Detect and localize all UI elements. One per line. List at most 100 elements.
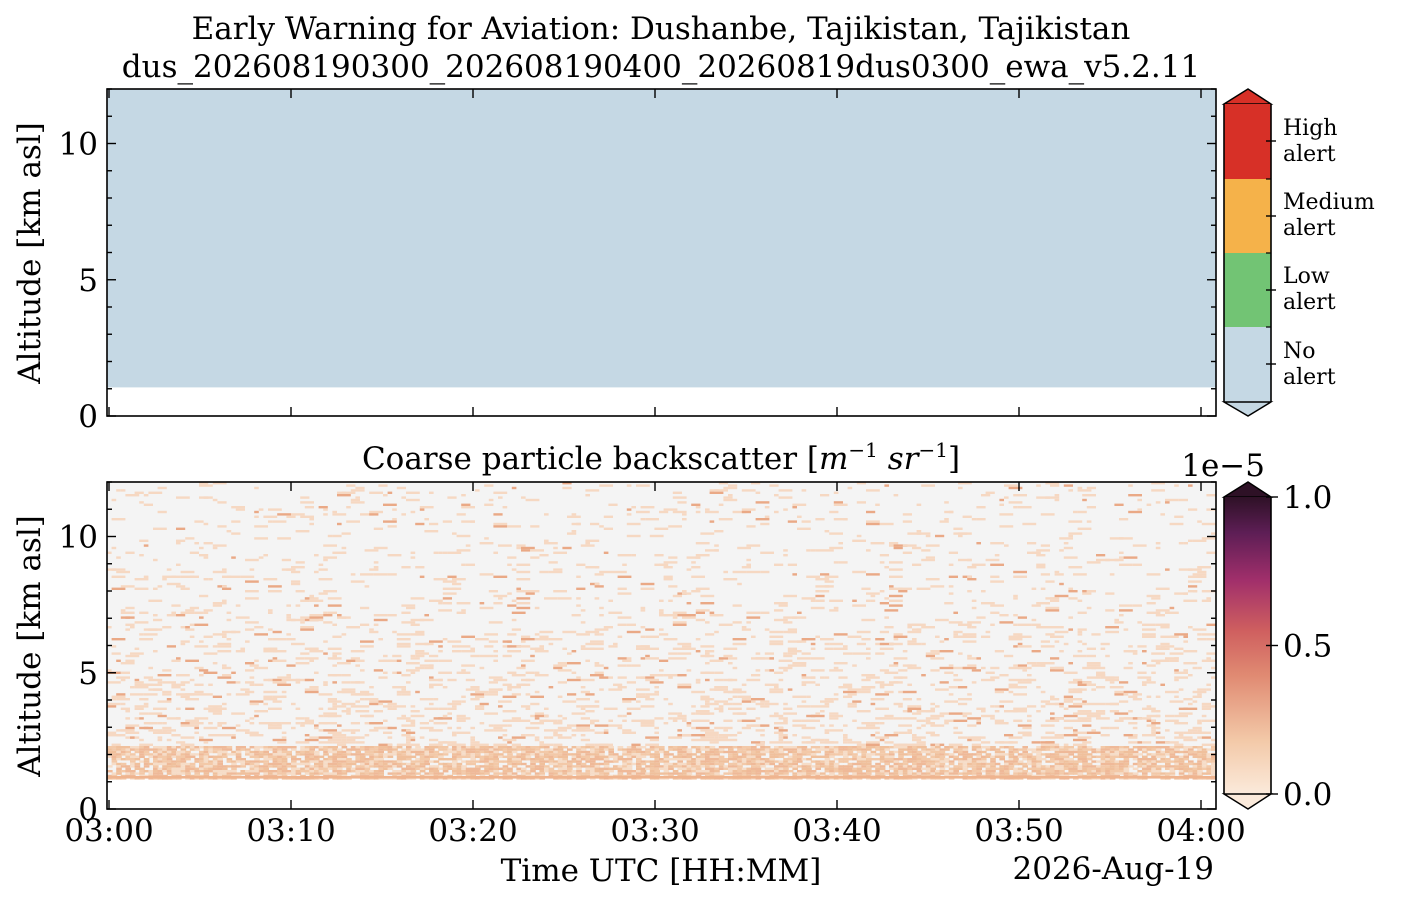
backscatter-cell [493,767,499,770]
backscatter-cell [810,647,816,650]
backscatter-cell [534,736,540,739]
backscatter-cell [912,760,918,763]
backscatter-cell [843,738,853,742]
backscatter-cell [231,760,237,763]
backscatter-cell [1013,506,1018,509]
backscatter-cell [585,746,591,749]
backscatter-cell [364,714,374,718]
backscatter-cell [741,719,756,722]
backscatter-cell [452,765,458,768]
backscatter-cell [442,587,457,590]
backscatter-cell [1082,767,1088,770]
backscatter-cell [120,611,135,614]
backscatter-cell [521,659,535,662]
backscatter-cell [346,707,351,710]
backscatter-cell [958,753,964,756]
backscatter-cell [166,758,173,761]
backscatter-cell [295,770,302,773]
backscatter-cell [580,647,595,650]
backscatter-cell [516,602,531,605]
backscatter-cell [668,748,674,751]
backscatter-cell [603,748,610,751]
backscatter-cell [346,770,352,773]
backscatter-cell [820,765,826,768]
backscatter-cell [1073,654,1087,658]
backscatter-cell [944,501,949,504]
backscatter-cell [902,551,912,554]
backscatter-cell [1119,551,1124,554]
backscatter-cell [212,604,222,607]
backscatter-cell [507,755,513,758]
backscatter-cell [668,525,682,528]
backscatter-cell [631,753,637,756]
backscatter-cell [521,705,531,708]
backscatter-cell [461,520,475,523]
backscatter-cell [1054,594,1069,598]
backscatter-cell [898,772,904,775]
backscatter-cell [456,750,463,754]
backscatter-cell [622,700,632,703]
backscatter-cell [723,578,738,581]
backscatter-cell [369,755,375,758]
backscatter-cell [797,770,803,773]
backscatter-cell [548,748,555,751]
backscatter-cell [838,561,848,564]
backscatter-cell [594,582,600,586]
backscatter-cell [327,604,342,607]
backscatter-cell [433,746,440,749]
backscatter-cell [1017,664,1027,667]
backscatter-cell [829,712,839,715]
backscatter-cell [981,750,987,754]
backscatter-cell [1100,674,1106,677]
backscatter-cell [695,554,710,557]
backscatter-cell [309,518,314,521]
backscatter-cell [787,647,797,650]
backscatter-cell [1077,650,1083,653]
backscatter-cell [728,755,734,758]
backscatter-cell [1082,719,1092,722]
backscatter-cell [884,714,894,718]
backscatter-cell [838,748,844,751]
backscatter-cell [341,616,351,619]
backscatter-cell [626,746,633,749]
backscatter-cell [1132,604,1142,607]
backscatter-cell [935,534,945,538]
backscatter-cell [369,765,375,768]
backscatter-cell [912,712,922,715]
backscatter-cell [387,762,394,766]
backscatter-cell [1142,662,1147,665]
backscatter-cell [944,700,958,703]
backscatter-cell [838,772,844,775]
backscatter-cell [429,522,439,526]
backscatter-cell [594,765,601,768]
backscatter-cell [410,765,417,768]
backscatter-cell [171,734,181,737]
backscatter-cell [272,755,279,758]
backscatter-cell [672,746,679,749]
backscatter-cell [889,772,895,775]
backscatter-cell [967,621,981,624]
backscatter-cell [346,659,356,662]
backscatter-cell [594,662,600,665]
backscatter-cell [1077,486,1083,490]
backscatter-cell [861,618,876,622]
backscatter-cell [806,750,812,754]
backscatter-cell [1073,762,1079,766]
backscatter-cell [893,633,903,636]
backscatter-cell [764,515,770,518]
backscatter-cell [429,702,434,706]
backscatter-cell [935,743,940,746]
backscatter-cell [829,669,843,672]
backscatter-cell [705,650,715,653]
backscatter-cell [314,671,319,674]
backscatter-cell [999,513,1014,516]
backscatter-cell [461,765,467,768]
backscatter-cell [424,707,439,710]
backscatter-cell [590,772,596,775]
backscatter-cell [668,772,674,775]
backscatter-cell [820,755,826,758]
backscatter-cell [1105,750,1111,754]
backscatter-cell [511,717,521,720]
backscatter-cell [484,645,494,648]
backscatter-cell [1077,527,1092,530]
